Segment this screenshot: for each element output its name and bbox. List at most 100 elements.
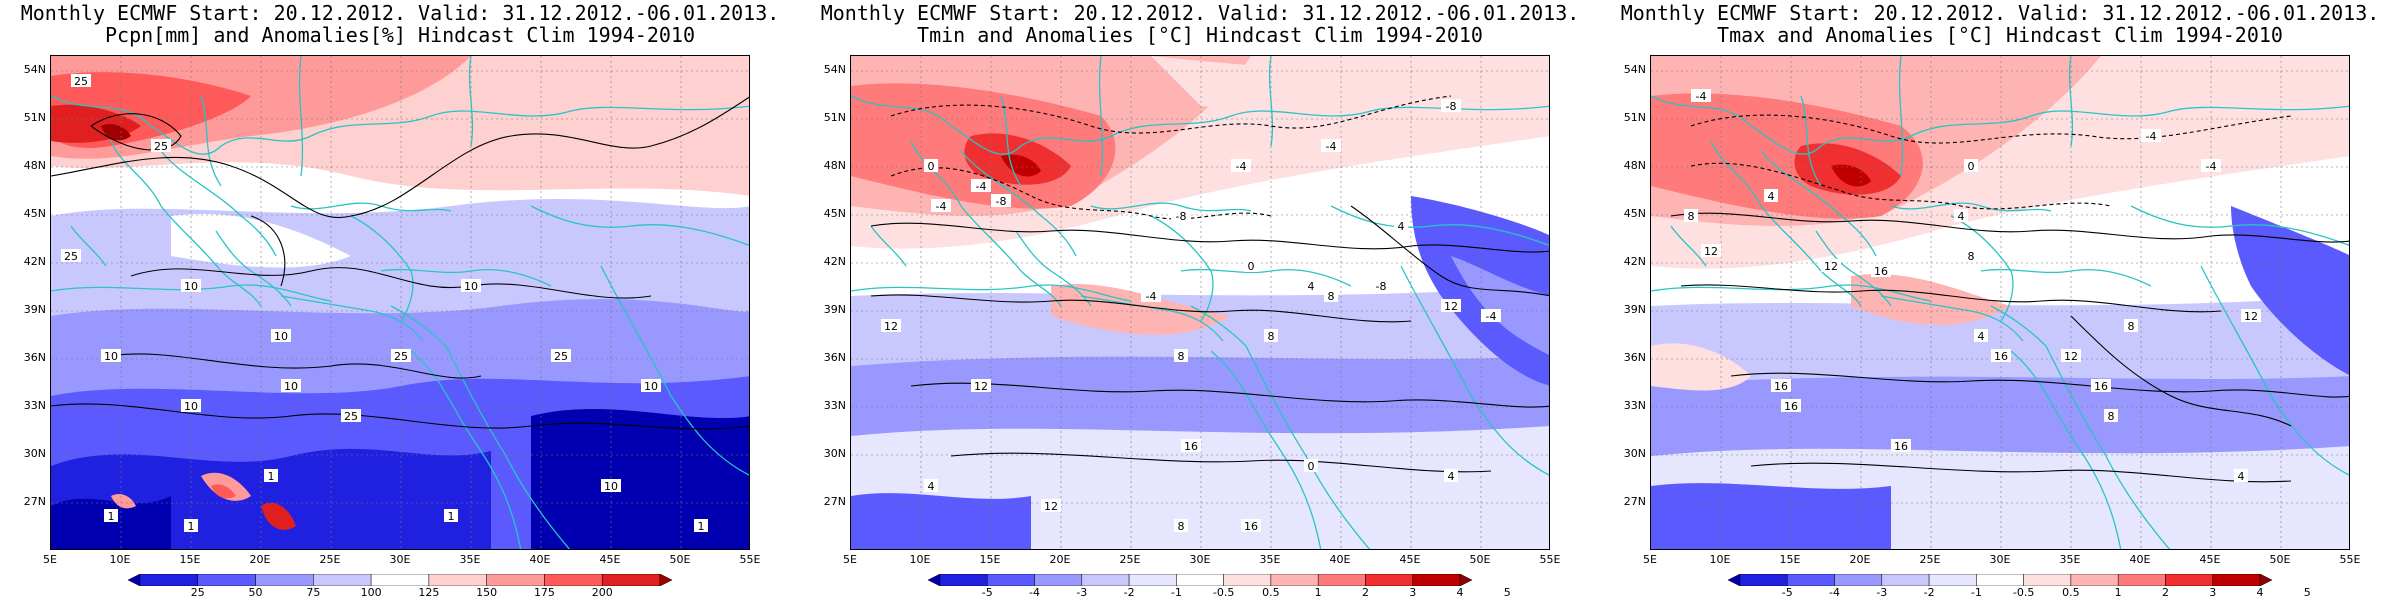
contour-label-bg	[881, 319, 901, 332]
colorbar-tick-label: 2	[2161, 586, 2169, 599]
colorbar-arrow-high	[1459, 574, 1472, 586]
latitude-label: 48N	[823, 159, 846, 172]
contour-label-bg	[1321, 139, 1341, 152]
colorbar-tick-label: 4	[1456, 586, 1464, 599]
contour-label-bg	[1304, 279, 1318, 292]
colorbar-segment	[544, 574, 603, 586]
anomaly-region	[1051, 283, 1231, 335]
colorbar-segment	[1365, 574, 1413, 586]
contour-label-bg	[2234, 469, 2248, 482]
longitude-label: 45E	[2199, 553, 2221, 566]
coastline	[350, 215, 414, 322]
contour-label-bg	[1821, 259, 1841, 272]
contour-label: 12	[1824, 260, 1838, 273]
contour-line	[250, 215, 286, 287]
contour-label-bg	[271, 329, 291, 342]
anomaly-region	[1451, 256, 1549, 355]
coastline	[160, 150, 277, 257]
contour-label-bg	[151, 139, 171, 152]
contour-label: 4	[2238, 470, 2245, 483]
colorbar-tick-label: -1	[1170, 586, 1182, 599]
longitude-label: 40E	[529, 553, 551, 566]
longitude-label: 40E	[2129, 553, 2151, 566]
contour-label: 10	[184, 280, 198, 293]
colorbar-arrow-low	[128, 574, 141, 586]
contour-label-bg	[1231, 159, 1251, 172]
contour-label-bg	[991, 194, 1011, 207]
contour-label: -4	[1696, 90, 1707, 103]
contour-label: 16	[1184, 440, 1198, 453]
contour-label-bg	[461, 279, 481, 292]
coastline	[1800, 95, 1822, 187]
coastline	[1880, 295, 2024, 342]
contour-label-bg	[1041, 499, 1061, 512]
coastline	[1015, 230, 1092, 307]
latitude-label: 27N	[1623, 495, 1646, 508]
contour-label: -4	[1326, 140, 1337, 153]
colorbar-tick-label: -3	[1076, 586, 1088, 599]
coastline	[1651, 95, 2349, 155]
coastline	[1651, 284, 1932, 302]
coastline	[1090, 202, 1252, 212]
colorbar-segment	[1834, 574, 1883, 586]
contour-label: 8	[1268, 330, 1275, 343]
coastline	[870, 225, 907, 267]
contour-label: -4	[2206, 160, 2217, 173]
contour-label-bg	[1964, 159, 1978, 172]
latitude-label: 45N	[823, 207, 846, 220]
longitude-label: 20E	[1849, 553, 1871, 566]
colorbar-arrow-low	[1728, 574, 1741, 586]
longitude-label: 5E	[43, 553, 57, 566]
contour-line	[1750, 462, 2292, 483]
contour-label-bg	[971, 179, 991, 192]
colorbar-arrow-low	[928, 574, 941, 586]
contour-label: 4	[1448, 470, 1455, 483]
contour-label-bg	[101, 349, 121, 362]
longitude-label: 30E	[389, 553, 411, 566]
longitude-label: 35E	[459, 553, 481, 566]
panel-title-line2: Pcpn[mm] and Anomalies[%] Hindcast Clim …	[104, 23, 695, 47]
coastline	[51, 95, 749, 155]
contour-line	[90, 113, 182, 151]
coastline	[1898, 56, 1904, 177]
contour-line	[2070, 315, 2292, 427]
colorbar-tick-label: 4	[2256, 586, 2264, 599]
colorbar-tick-label: 175	[533, 586, 555, 599]
contour-label-bg	[181, 279, 201, 292]
anomaly-region	[211, 484, 236, 499]
contour-label: 4	[1398, 220, 1405, 233]
anomaly-region	[1651, 343, 1751, 391]
anomaly-region	[1651, 483, 1891, 549]
contour-line	[1730, 372, 2349, 398]
contour-label-bg	[1964, 249, 1978, 262]
colorbar-segment	[2117, 574, 2166, 586]
contour-label-bg	[1394, 219, 1408, 232]
colorbar-tick-label: 200	[591, 586, 613, 599]
longitude-label: 30E	[1189, 553, 1211, 566]
contour-label: 8	[1178, 520, 1185, 533]
contour-label: 1	[188, 520, 195, 533]
colorbar-segment	[1787, 574, 1835, 586]
coastline	[1670, 225, 1707, 267]
longitude-label: 5E	[843, 553, 857, 566]
longitude-label: 40E	[1329, 553, 1351, 566]
contour-label-bg	[2124, 319, 2138, 332]
anomaly-region	[171, 214, 351, 268]
contour-label: 8	[1328, 290, 1335, 303]
colorbar	[128, 574, 672, 586]
map-panel-2: Monthly ECMWF Start: 20.12.2012. Valid: …	[800, 0, 1600, 600]
coastline	[2068, 56, 2074, 147]
latitude-label: 54N	[823, 63, 846, 76]
contour-line	[910, 382, 1549, 408]
contour-label-bg	[931, 199, 951, 212]
longitude-label: 25E	[319, 553, 341, 566]
colorbar-tick-label: -0.5	[1212, 586, 1235, 599]
latitude-label: 51N	[23, 111, 46, 124]
colorbar-segment	[255, 574, 314, 586]
contour-label-bg	[71, 74, 91, 87]
contour-label: -8	[1376, 280, 1387, 293]
contour-label-bg	[2061, 349, 2081, 362]
colorbar-tick-label: 75	[306, 586, 321, 599]
contour-label: 12	[1044, 500, 1058, 513]
contour-label-bg	[1371, 279, 1391, 292]
